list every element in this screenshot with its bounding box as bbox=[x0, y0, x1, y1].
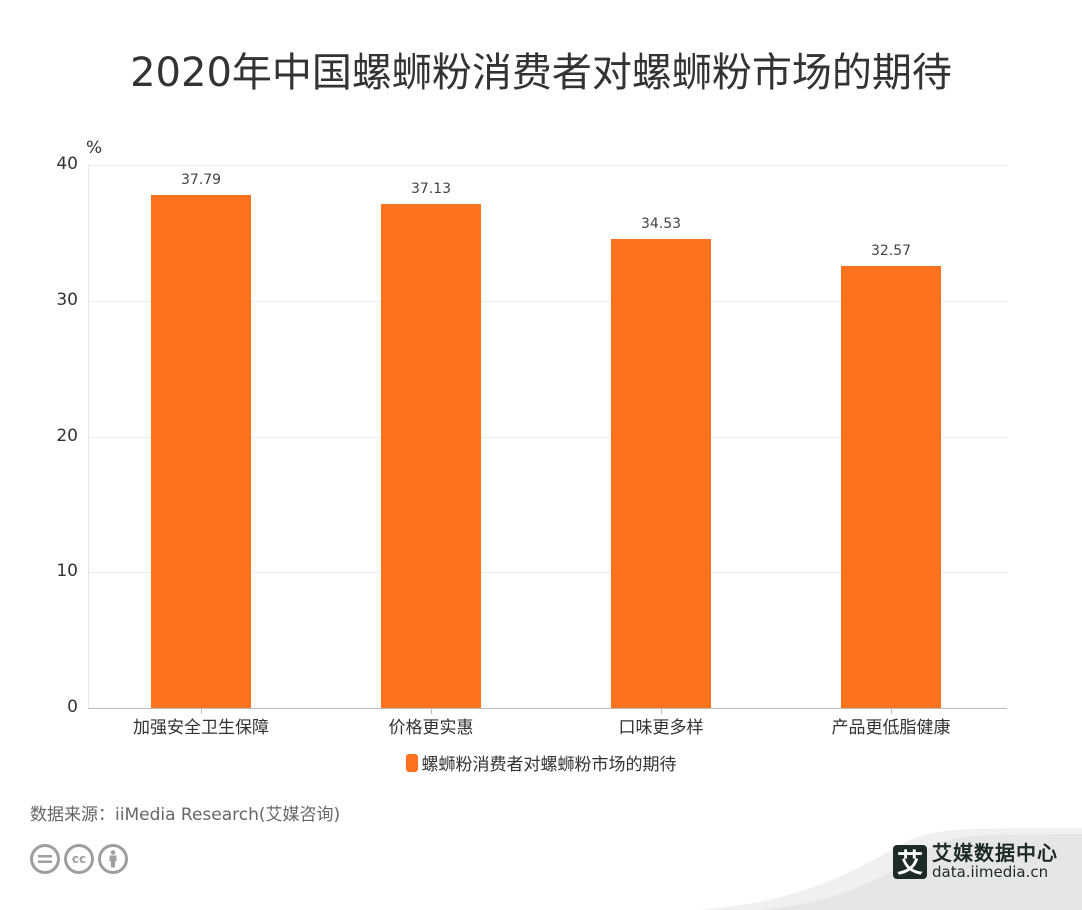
y-tick-label: 20 bbox=[56, 426, 78, 446]
brand-name: 艾媒数据中心 bbox=[932, 841, 1058, 865]
chart-title: 2020年中国螺蛳粉消费者对螺蛳粉市场的期待 bbox=[130, 50, 952, 96]
bar-value-label: 37.79 bbox=[180, 172, 222, 188]
gridline-40 bbox=[88, 165, 1007, 166]
bar-0[interactable] bbox=[151, 195, 251, 708]
data-source: 数据来源：iiMedia Research(艾媒咨询) bbox=[30, 805, 341, 825]
x-category-label: 口味更多样 bbox=[618, 718, 704, 738]
bar-value-label: 34.53 bbox=[640, 216, 682, 232]
y-tick-label: 0 bbox=[67, 697, 78, 717]
y-axis bbox=[88, 165, 89, 709]
bar-value-label: 32.57 bbox=[870, 243, 912, 259]
bar-2[interactable] bbox=[611, 239, 711, 708]
x-tick bbox=[891, 709, 892, 714]
y-tick-label: 30 bbox=[56, 290, 78, 310]
gridline-10 bbox=[88, 572, 1007, 573]
chart-legend[interactable]: 螺蛳粉消费者对螺蛳粉市场的期待 bbox=[0, 750, 1082, 775]
x-category-label: 产品更低脂健康 bbox=[831, 718, 951, 738]
license-icons: cc bbox=[30, 844, 128, 874]
gridline-30 bbox=[88, 301, 1007, 302]
x-category-label: 加强安全卫生保障 bbox=[133, 718, 269, 738]
bar-3[interactable] bbox=[841, 266, 941, 708]
x-tick bbox=[661, 709, 662, 714]
nd-icon bbox=[30, 844, 60, 874]
brand-url: data.iimedia.cn bbox=[932, 863, 1049, 881]
cc-icon: cc bbox=[64, 844, 94, 874]
gridline-20 bbox=[88, 437, 1007, 438]
y-axis-unit: % bbox=[86, 138, 103, 158]
x-axis bbox=[88, 708, 1007, 709]
brand-logo: 艾 艾媒数据中心 data.iimedia.cn bbox=[893, 843, 1058, 880]
x-category-label: 价格更实惠 bbox=[388, 718, 474, 738]
brand-logo-icon: 艾 bbox=[893, 844, 927, 879]
legend-swatch bbox=[405, 753, 418, 772]
bar-1[interactable] bbox=[381, 204, 481, 708]
bar-value-label: 37.13 bbox=[410, 181, 452, 197]
by-icon bbox=[98, 844, 128, 874]
x-tick bbox=[431, 709, 432, 714]
y-tick-label: 40 bbox=[56, 154, 78, 174]
legend-label: 螺蛳粉消费者对螺蛳粉市场的期待 bbox=[421, 755, 677, 775]
y-tick-label: 10 bbox=[56, 561, 78, 581]
x-tick bbox=[201, 709, 202, 714]
